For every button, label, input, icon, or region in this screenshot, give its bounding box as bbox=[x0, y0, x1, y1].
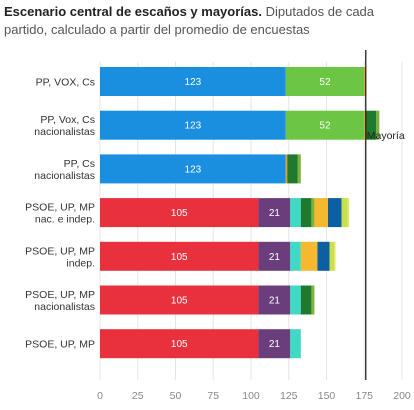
bar-value-label: 123 bbox=[185, 164, 202, 175]
bar-segment bbox=[329, 241, 335, 271]
bar-segment bbox=[100, 110, 286, 140]
bar-segment bbox=[328, 198, 342, 228]
x-tick-label: 75 bbox=[207, 390, 219, 402]
bar-value-label: 105 bbox=[171, 252, 188, 263]
bar-segment bbox=[285, 154, 288, 184]
bar-segment bbox=[300, 241, 318, 271]
bar-value-label: 21 bbox=[269, 339, 281, 350]
bar-value-label: 52 bbox=[319, 121, 331, 132]
category-label: PP, Cs bbox=[64, 158, 95, 170]
bar-segment bbox=[290, 285, 301, 315]
category-label: PP, Vox, Cs bbox=[40, 114, 95, 126]
bar-segment bbox=[100, 241, 259, 271]
bar-segment bbox=[100, 67, 286, 96]
bar-segment bbox=[347, 198, 350, 228]
bar-segment bbox=[258, 329, 291, 359]
bar-segment bbox=[317, 241, 330, 271]
bar-segment bbox=[364, 110, 366, 140]
category-label: PSOE, UP, MP bbox=[25, 245, 95, 257]
bar-segment bbox=[376, 110, 380, 140]
bar-segment bbox=[290, 198, 301, 228]
x-tick-label: 50 bbox=[170, 390, 182, 402]
bar-segment bbox=[311, 285, 315, 315]
bar-segment bbox=[100, 285, 259, 315]
category-label: PSOE, UP, MP bbox=[25, 202, 95, 214]
chart-title: Escenario central de escaños y mayorías. bbox=[4, 4, 262, 19]
x-tick-label: 150 bbox=[318, 390, 336, 402]
bar-value-label: 105 bbox=[171, 208, 188, 219]
bar-segment bbox=[100, 198, 259, 228]
category-label: PSOE, UP, MP bbox=[25, 339, 95, 351]
bar-segment bbox=[258, 285, 291, 315]
bar-value-label: 52 bbox=[319, 77, 331, 88]
bar-value-label: 105 bbox=[171, 339, 188, 350]
bar-segment bbox=[100, 154, 286, 184]
bar-value-label: 123 bbox=[185, 121, 202, 132]
x-tick-label: 200 bbox=[393, 390, 411, 402]
bar-segment bbox=[365, 110, 377, 140]
bar-segment bbox=[297, 154, 301, 184]
bar-segment bbox=[300, 198, 312, 228]
x-tick-label: 100 bbox=[242, 390, 260, 402]
x-tick-label: 125 bbox=[280, 390, 298, 402]
x-tick-label: 25 bbox=[132, 390, 144, 402]
bar-value-label: 123 bbox=[185, 77, 202, 88]
majority-label: Mayoría bbox=[367, 130, 405, 142]
category-label: indep. bbox=[66, 257, 95, 269]
bar-segment bbox=[290, 329, 301, 359]
category-label: nacionalistas bbox=[34, 126, 95, 138]
bar-segment bbox=[314, 198, 329, 228]
category-label: nacionalistas bbox=[34, 170, 95, 182]
category-label: PP, VOX, Cs bbox=[36, 77, 95, 89]
bar-segment bbox=[287, 154, 298, 184]
bar-segment bbox=[341, 198, 348, 228]
bar-segment bbox=[290, 241, 301, 271]
category-label: PSOE, UP, MP bbox=[25, 289, 95, 301]
bar-segment bbox=[311, 198, 315, 228]
chart-subtitle: Diputados de cada partido, calculado a p… bbox=[4, 4, 375, 37]
bar-value-label: 21 bbox=[269, 296, 281, 307]
bar-value-label: 21 bbox=[269, 208, 281, 219]
category-label: nacionalistas bbox=[34, 301, 95, 313]
chart-title-block: Escenario central de escaños y mayorías.… bbox=[4, 3, 410, 39]
bar-segment bbox=[300, 285, 312, 315]
bar-segment bbox=[285, 110, 365, 140]
category-label: nac. e indep. bbox=[35, 214, 95, 226]
bar-segment bbox=[364, 67, 366, 96]
x-tick-label: 0 bbox=[97, 390, 103, 402]
bar-segment bbox=[258, 198, 291, 228]
bar-segment bbox=[258, 241, 291, 271]
x-tick-label: 175 bbox=[355, 390, 373, 402]
bar-value-label: 105 bbox=[171, 296, 188, 307]
bar-segment bbox=[285, 67, 365, 96]
bar-segment bbox=[100, 329, 259, 359]
bar-segment bbox=[334, 241, 336, 271]
bar-value-label: 21 bbox=[269, 252, 281, 263]
